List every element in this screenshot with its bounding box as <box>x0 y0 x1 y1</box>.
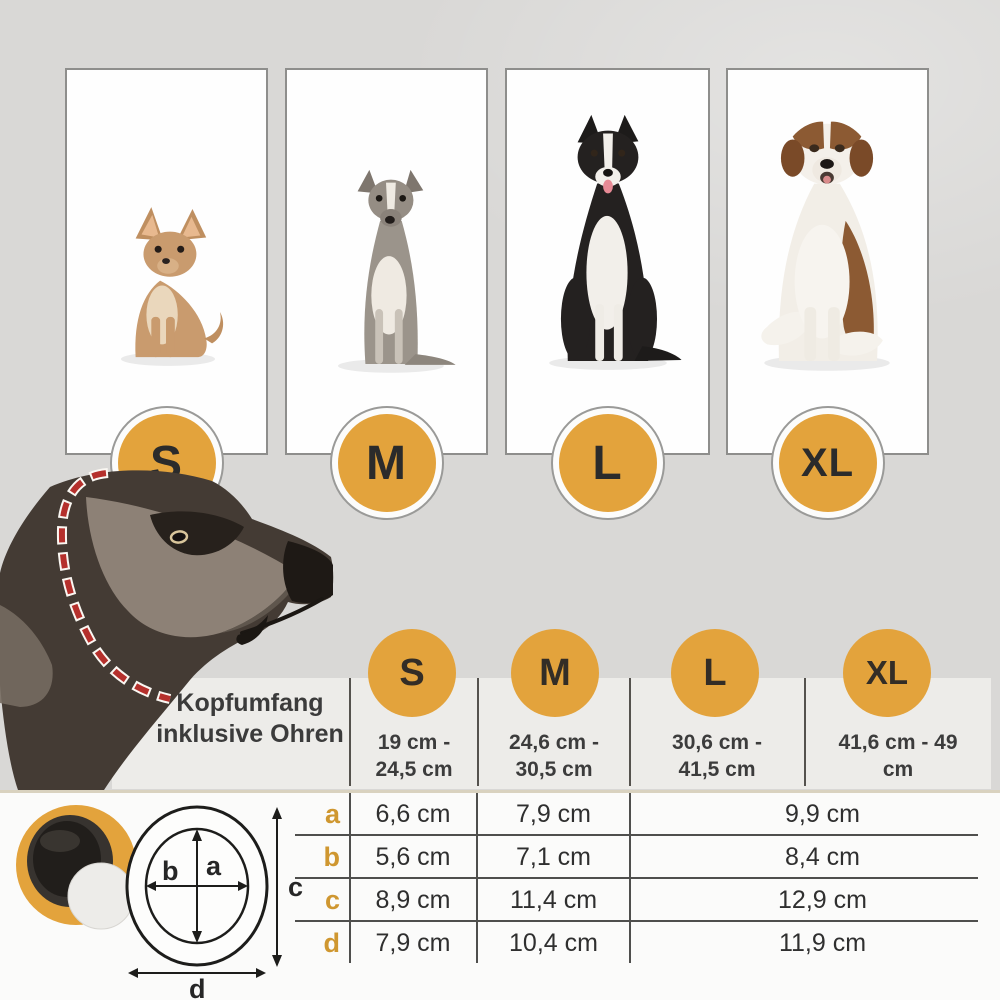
table-row-header: Kopfumfang inklusive Ohren <box>150 688 350 750</box>
dog-brow-patch <box>150 511 244 556</box>
diagram-label-d: d <box>189 974 206 1000</box>
size-panel-l: L <box>505 68 710 520</box>
table-size-badge-l: L <box>671 629 759 717</box>
cell-b-lxl: 8,4 cm <box>784 843 861 871</box>
cell-d-m: 10,4 cm <box>509 929 598 957</box>
cell-a-m: 7,9 cm <box>515 800 592 828</box>
arrow-d-head-right <box>256 968 266 978</box>
size-range-xl: 41,6 cm - 49 cm <box>838 731 958 781</box>
dog-eye <box>169 530 189 544</box>
cell-b-m: 7,1 cm <box>515 843 592 871</box>
head-circumference-dashed-line <box>58 470 171 702</box>
chihuahua-photo <box>120 207 224 366</box>
arrow-a-head-top <box>192 829 202 841</box>
row-divider <box>295 920 978 922</box>
diagram-label-b: b <box>162 856 179 886</box>
size-badge-xl-label: XL <box>778 414 877 512</box>
table-size-badge-xl: XL <box>843 629 931 717</box>
arrow-c-head-bottom <box>272 955 282 967</box>
cell-b-s: 5,6 cm <box>375 843 451 871</box>
diagram-label-a: a <box>206 851 222 881</box>
table-size-badge-s: S <box>368 629 456 717</box>
dimension-label-a: a <box>324 799 340 829</box>
size-badge-m: M <box>329 406 444 520</box>
cell-d-lxl: 11,9 cm <box>778 929 867 957</box>
arrow-d-head-left <box>128 968 138 978</box>
row-header-line2: inklusive Ohren <box>156 720 344 748</box>
arrow-b-head-left <box>146 881 156 891</box>
size-range-s: 19 cm - 24,5 cm <box>375 731 453 781</box>
row-divider <box>295 834 978 836</box>
header-divider <box>804 678 806 786</box>
whippet-puppy-photo <box>337 169 456 373</box>
size-range-l: 30,6 cm - 41,5 cm <box>672 731 762 781</box>
dog-head-illustration <box>0 468 334 790</box>
diagram-label-c: c <box>288 872 303 902</box>
arrow-a-head-bottom <box>192 931 202 943</box>
dog-nose-patch <box>283 541 333 603</box>
arrow-b-head-right <box>238 881 248 891</box>
border-collie-photo <box>549 114 682 370</box>
dimension-label-b: b <box>323 842 341 872</box>
size-panel-s: S <box>65 68 268 520</box>
row-header-line1: Kopfumfang <box>176 689 324 717</box>
header-divider <box>629 678 631 786</box>
size-badge-xl: XL <box>770 406 885 520</box>
size-range-m: 24,6 cm - 30,5 cm <box>509 731 599 781</box>
cell-a-s: 6,6 cm <box>375 800 451 828</box>
size-panel-m: M <box>285 68 488 520</box>
size-panel-xl: XL <box>726 68 929 520</box>
dog-ear <box>86 497 298 638</box>
cell-c-lxl: 12,9 cm <box>778 886 867 914</box>
size-badge-l: L <box>550 406 665 520</box>
size-badge-l-label: L <box>558 414 657 512</box>
dog-shoulder-highlight <box>0 605 53 707</box>
size-badge-m-label: M <box>337 414 436 512</box>
dog-jowl-shadow <box>236 615 268 645</box>
dimension-label-d: d <box>323 928 341 958</box>
cell-a-lxl: 9,9 cm <box>784 800 861 828</box>
cell-d-s: 7,9 cm <box>375 929 451 957</box>
header-divider <box>349 678 351 786</box>
arrow-c-head-top <box>272 807 282 819</box>
header-divider <box>477 678 479 786</box>
saint-bernard-photo <box>761 121 890 371</box>
cell-c-s: 8,9 cm <box>375 886 451 914</box>
row-divider <box>295 877 978 879</box>
cell-c-m: 11,4 cm <box>509 886 598 914</box>
ear-opening-diagram: a b c d <box>16 805 303 1000</box>
foam-pad-photo <box>67 862 135 930</box>
dimension-label-c: c <box>324 885 340 915</box>
table-size-badge-m: M <box>511 629 599 717</box>
ear-cup-highlight <box>40 830 80 852</box>
